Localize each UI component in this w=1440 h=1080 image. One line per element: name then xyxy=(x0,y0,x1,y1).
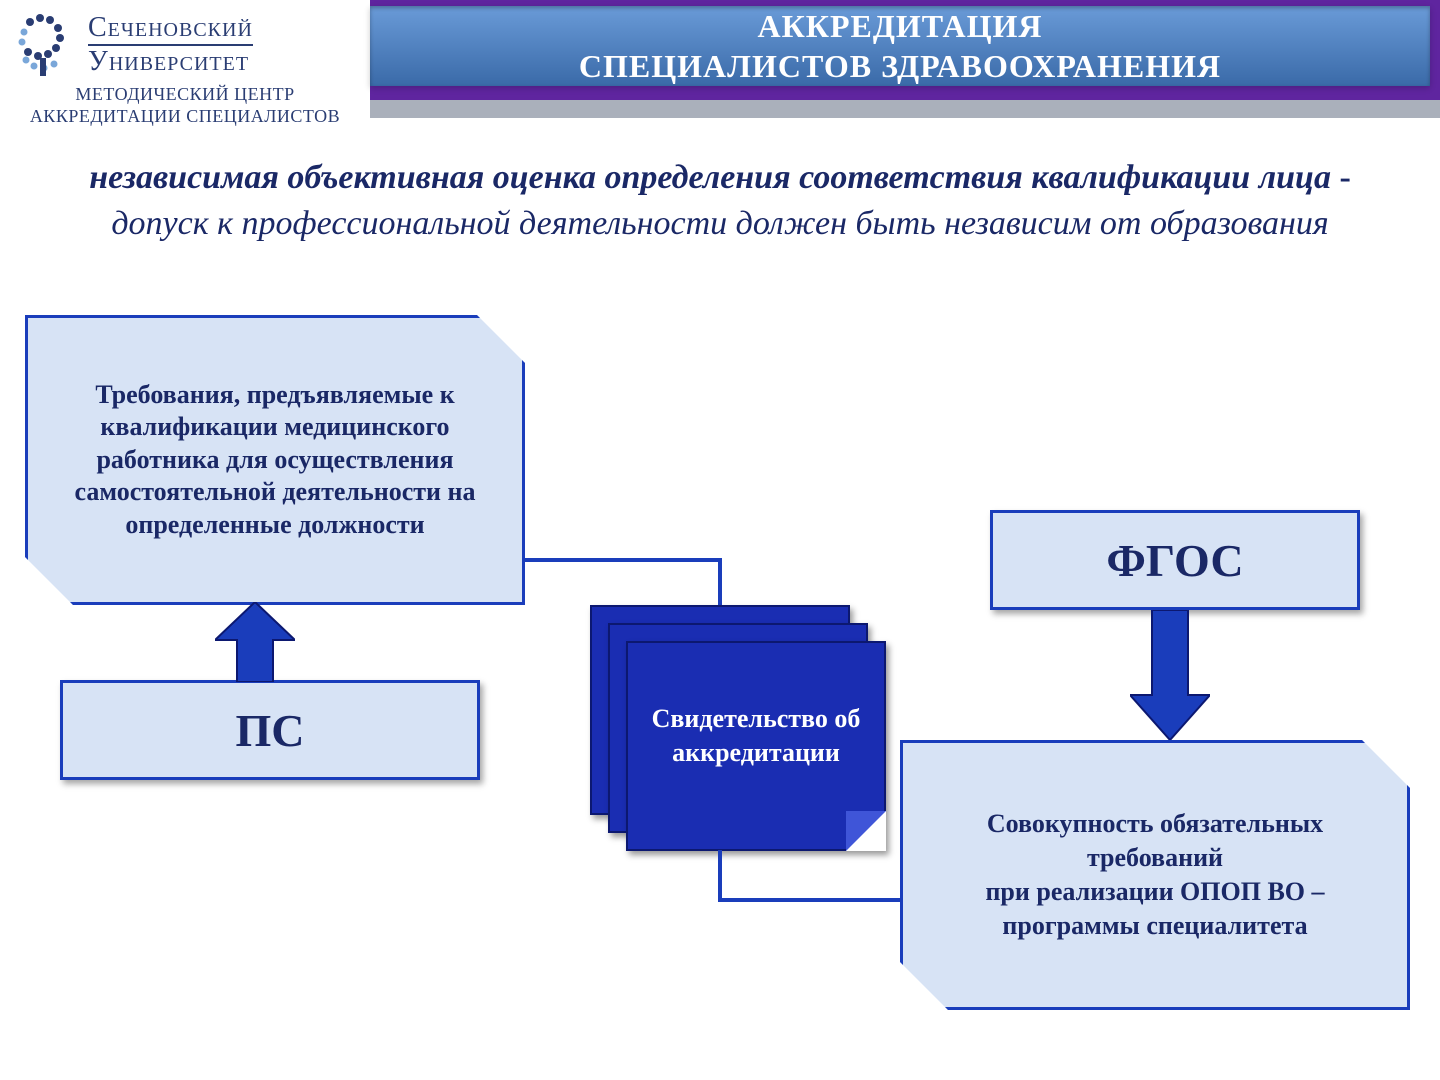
slide: Сеченовский Университет МЕТОДИЧЕСКИЙ ЦЕН… xyxy=(0,0,1440,1080)
connector-cert-to-right xyxy=(0,0,1440,1080)
